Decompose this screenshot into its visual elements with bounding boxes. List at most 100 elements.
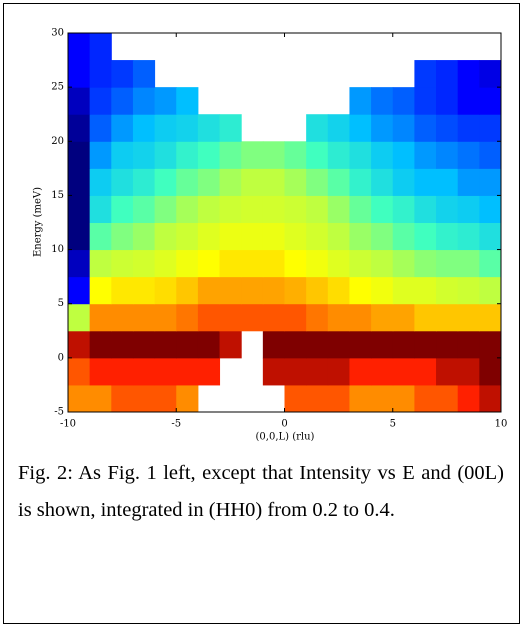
- heatmap-cell: [89, 330, 112, 359]
- figure-frame: [3, 3, 520, 624]
- heatmap-cell: [457, 330, 480, 359]
- heatmap-cell: [392, 249, 415, 278]
- heatmap-cell: [457, 195, 480, 223]
- heatmap-cell: [306, 114, 329, 142]
- heatmap-cell: [349, 303, 372, 332]
- heatmap-cell: [68, 114, 91, 142]
- heatmap-cell: [414, 276, 437, 305]
- heatmap-cell: [176, 357, 199, 386]
- heatmap-cell: [132, 384, 156, 413]
- heatmap-cell: [392, 114, 415, 142]
- heatmap-cell: [89, 87, 112, 115]
- heatmap-cell: [241, 276, 264, 305]
- heatmap-cell: [479, 168, 502, 196]
- heatmap-cell: [457, 60, 480, 88]
- heatmap-cell: [154, 303, 177, 332]
- heatmap-cell: [479, 114, 502, 142]
- heatmap-cell: [111, 114, 134, 142]
- heatmap-cell: [241, 249, 264, 278]
- heatmap-cell: [457, 276, 480, 305]
- heatmap-cell: [284, 141, 307, 169]
- heatmap-cell: [306, 303, 329, 332]
- heatmap-cell: [219, 168, 242, 196]
- heatmap-cell: [111, 195, 134, 223]
- heatmap-cell: [176, 195, 199, 223]
- heatmap-cell: [457, 168, 480, 196]
- heatmap-cell: [176, 114, 199, 142]
- heatmap-cell: [414, 195, 437, 223]
- heatmap-cell: [284, 303, 307, 332]
- y-tick-label: -5: [54, 407, 64, 418]
- x-tick-label: 10: [495, 419, 508, 430]
- heatmap-cell: [68, 168, 91, 196]
- heatmap-cell: [306, 357, 329, 386]
- heatmap-cell: [68, 33, 91, 61]
- heatmap-cell: [89, 357, 112, 386]
- heatmap-cell: [111, 357, 134, 386]
- heatmap-cell: [89, 60, 112, 88]
- heatmap-cell: [132, 60, 156, 88]
- heatmap-cell: [349, 276, 372, 305]
- heatmap-cell: [197, 168, 221, 196]
- y-tick-label: 20: [51, 136, 64, 147]
- heatmap-cell: [392, 141, 415, 169]
- heatmap-cell: [284, 222, 307, 251]
- heatmap-cell: [327, 303, 350, 332]
- heatmap-cell: [89, 33, 112, 61]
- heatmap-cell: [262, 249, 285, 278]
- heatmap-cell: [241, 195, 264, 223]
- heatmap-cell: [436, 249, 459, 278]
- heatmap-cell: [284, 276, 307, 305]
- heatmap-cell: [306, 249, 329, 278]
- heatmap-cell: [111, 276, 134, 305]
- heatmap-cell: [371, 114, 394, 142]
- heatmap-cell: [176, 303, 199, 332]
- heatmap-cell: [176, 222, 199, 251]
- heatmap-cell: [349, 384, 372, 413]
- heatmap-cell: [327, 330, 350, 359]
- heatmap-cell: [219, 276, 242, 305]
- heatmap-cell: [306, 222, 329, 251]
- heatmap-cell: [371, 303, 394, 332]
- heatmap-cell: [479, 384, 502, 413]
- heatmap-cell: [219, 249, 242, 278]
- heatmap-cell: [89, 249, 112, 278]
- heatmap-cell: [479, 141, 502, 169]
- heatmap-cell: [392, 357, 415, 386]
- x-axis-label: (0,0,L) (rlu): [256, 432, 315, 443]
- heatmap-cell: [89, 384, 112, 413]
- heatmap-cell: [457, 87, 480, 115]
- y-tick-label: 30: [51, 28, 64, 39]
- heatmap-cell: [392, 195, 415, 223]
- heatmap-cell: [436, 384, 459, 413]
- y-tick-label: 0: [58, 352, 64, 363]
- heatmap-cell: [154, 357, 177, 386]
- heatmap-cell: [68, 141, 91, 169]
- heatmap-cell: [327, 195, 350, 223]
- heatmap-cell: [284, 384, 307, 413]
- heatmap-cell: [306, 384, 329, 413]
- heatmap-cell: [457, 384, 480, 413]
- heatmap-cell: [262, 357, 285, 386]
- heatmap-cell: [68, 87, 91, 115]
- heatmap-cell: [154, 330, 177, 359]
- heatmap-cell: [197, 276, 221, 305]
- heatmap-cell: [327, 276, 350, 305]
- heatmap-cell: [176, 330, 199, 359]
- heatmap-cell: [414, 114, 437, 142]
- heatmap-cell: [457, 222, 480, 251]
- heatmap-cell: [414, 384, 437, 413]
- heatmap-cell: [349, 168, 372, 196]
- heatmap-cell: [349, 141, 372, 169]
- heatmap-cell: [154, 384, 177, 413]
- heatmap-cell: [197, 222, 221, 251]
- heatmap-cell: [371, 222, 394, 251]
- heatmap-cell: [371, 168, 394, 196]
- heatmap-cell: [392, 276, 415, 305]
- heatmap-cell: [68, 249, 91, 278]
- heatmap-cell: [154, 87, 177, 115]
- heatmap-cell: [68, 276, 91, 305]
- heatmap-cell: [89, 114, 112, 142]
- heatmap-cell: [371, 87, 394, 115]
- heatmap-cell: [371, 195, 394, 223]
